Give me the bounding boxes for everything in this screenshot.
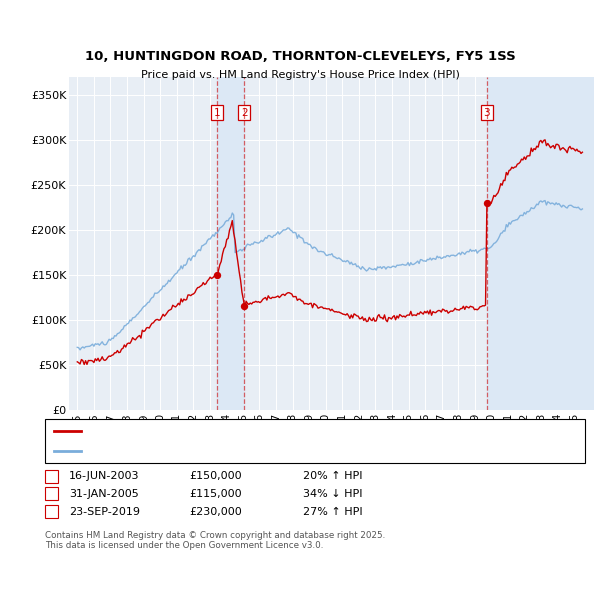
Bar	[487, 77, 594, 410]
Text: £115,000: £115,000	[189, 489, 242, 499]
Text: 2: 2	[48, 489, 55, 499]
Text: 1: 1	[214, 108, 221, 118]
Text: £230,000: £230,000	[189, 507, 242, 516]
Text: Price paid vs. HM Land Registry's House Price Index (HPI): Price paid vs. HM Land Registry's House …	[140, 70, 460, 80]
Text: 2: 2	[241, 108, 248, 118]
Text: 3: 3	[484, 108, 490, 118]
Text: Contains HM Land Registry data © Crown copyright and database right 2025.
This d: Contains HM Land Registry data © Crown c…	[45, 531, 385, 550]
Point	[212, 270, 222, 280]
Point	[239, 301, 249, 311]
Text: 10, HUNTINGDON ROAD, THORNTON-CLEVELEYS, FY5 1SS: 10, HUNTINGDON ROAD, THORNTON-CLEVELEYS,…	[85, 50, 515, 63]
Text: 16-JUN-2003: 16-JUN-2003	[69, 471, 139, 481]
Text: £150,000: £150,000	[189, 471, 242, 481]
Text: 1: 1	[48, 471, 55, 481]
Text: HPI: Average price, detached house, Blackpool: HPI: Average price, detached house, Blac…	[84, 446, 306, 455]
Text: 23-SEP-2019: 23-SEP-2019	[69, 507, 140, 516]
Text: 10, HUNTINGDON ROAD, THORNTON-CLEVELEYS, FY5 1SS (detached house): 10, HUNTINGDON ROAD, THORNTON-CLEVELEYS,…	[84, 427, 445, 436]
Text: 27% ↑ HPI: 27% ↑ HPI	[303, 507, 362, 516]
Text: 3: 3	[48, 507, 55, 516]
Text: 31-JAN-2005: 31-JAN-2005	[69, 489, 139, 499]
Point	[482, 198, 491, 208]
Text: 20% ↑ HPI: 20% ↑ HPI	[303, 471, 362, 481]
Text: 34% ↓ HPI: 34% ↓ HPI	[303, 489, 362, 499]
Bar	[217, 77, 244, 410]
